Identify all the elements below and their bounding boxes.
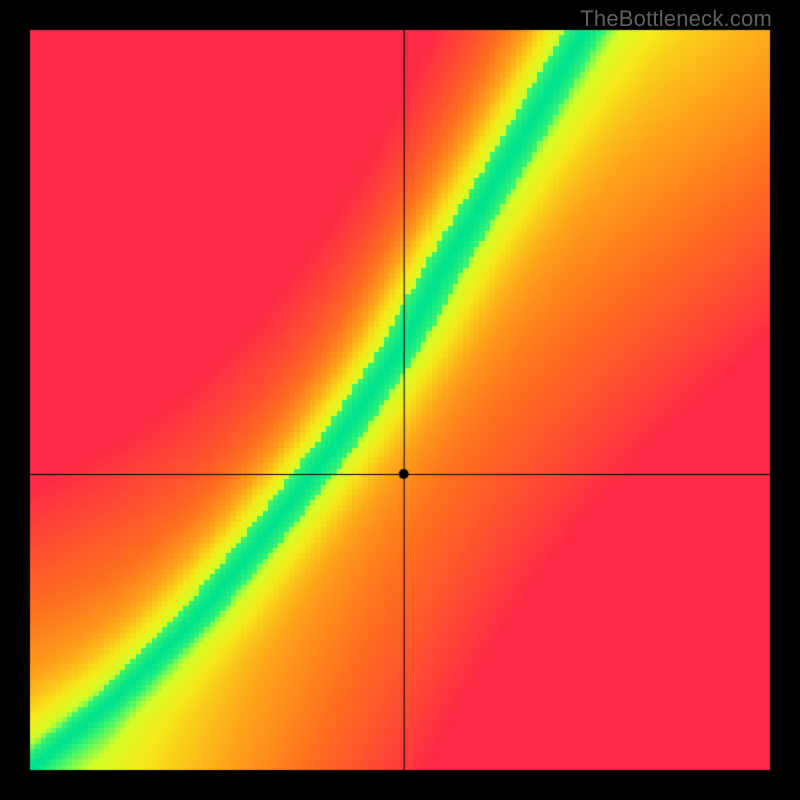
chart-container: TheBottleneck.com (0, 0, 800, 800)
heatmap-canvas (0, 0, 800, 800)
